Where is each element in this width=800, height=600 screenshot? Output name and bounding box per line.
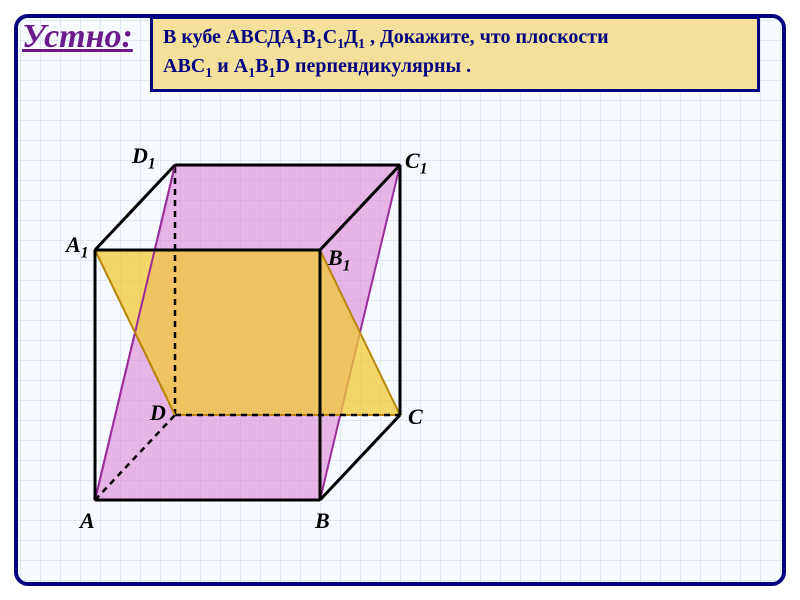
label-D1: D1	[132, 143, 156, 173]
problem-statement: В кубе АВСДА1В1С1Д1 , Докажите, что плос…	[150, 16, 760, 92]
label-C: C	[408, 404, 423, 430]
problem-text-1: В кубе АВСДА	[163, 26, 295, 48]
label-C1: C1	[405, 148, 427, 178]
label-D: D	[150, 400, 166, 426]
label-A: A	[80, 508, 95, 534]
canvas: Устно: В кубе АВСДА1В1С1Д1 , Докажите, ч…	[0, 0, 800, 600]
label-B: B	[315, 508, 330, 534]
label-B1: B1	[328, 245, 350, 275]
title: Устно:	[22, 18, 133, 56]
label-A1: A1	[66, 232, 88, 262]
